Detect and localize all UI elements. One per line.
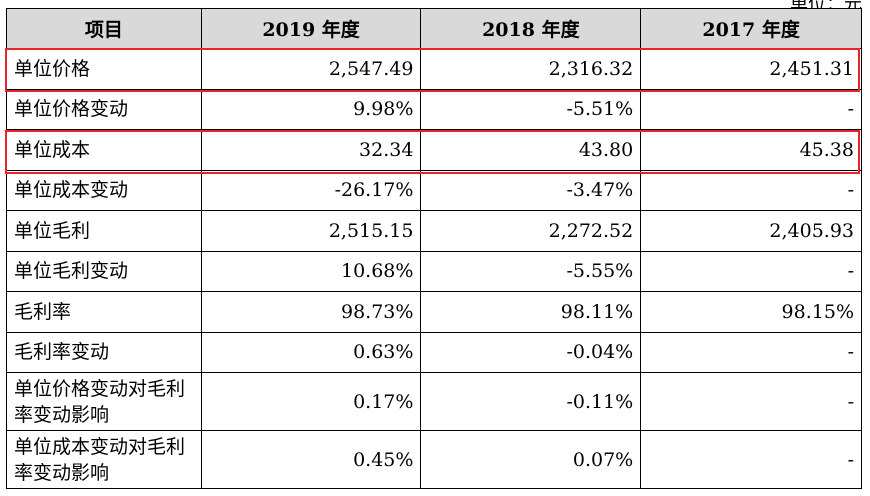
financial-table: 项目 2019 年度 2018 年度 2017 年度 单位价格 2,547.49…: [6, 8, 862, 489]
table-row: 单位成本 32.34 43.80 45.38: [6, 129, 862, 171]
cell-2018: -0.04%: [420, 331, 642, 373]
cell-2017: 2,405.93: [640, 210, 862, 252]
cell-2019: 32.34: [200, 129, 422, 171]
row-label: 毛利率变动: [6, 331, 202, 373]
header-item: 项目: [6, 8, 202, 49]
table-row: 毛利率 98.73% 98.11% 98.15%: [6, 291, 862, 333]
row-label: 单位价格变动: [6, 88, 202, 130]
cell-2018: 0.07%: [420, 430, 642, 489]
cell-2019: 2,515.15: [200, 210, 422, 252]
table-row: 单位毛利 2,515.15 2,272.52 2,405.93: [6, 210, 862, 252]
cell-2018: -5.51%: [420, 88, 642, 130]
header-2019: 2019 年度: [200, 8, 422, 49]
cell-2019: 98.73%: [200, 291, 422, 333]
cell-2018: 98.11%: [420, 291, 642, 333]
cell-2017: 45.38: [640, 129, 862, 171]
cell-2018: 43.80: [420, 129, 642, 171]
row-label: 单位价格变动对毛利率变动影响: [6, 372, 202, 431]
cell-2017: -: [640, 331, 862, 373]
cell-2017: -: [640, 372, 862, 431]
table-row: 毛利率变动 0.63% -0.04% -: [6, 331, 862, 373]
cell-2018: -0.11%: [420, 372, 642, 431]
cell-2018: -3.47%: [420, 169, 642, 211]
table-header-row: 项目 2019 年度 2018 年度 2017 年度: [6, 8, 862, 49]
cell-2018: 2,272.52: [420, 210, 642, 252]
row-label: 单位成本变动: [6, 169, 202, 211]
table-row: 单位成本变动对毛利率变动影响 0.45% 0.07% -: [6, 430, 862, 489]
cell-2017: -: [640, 88, 862, 130]
table-row: 单位成本变动 -26.17% -3.47% -: [6, 169, 862, 211]
cell-2017: 98.15%: [640, 291, 862, 333]
cell-2019: 0.45%: [200, 430, 422, 489]
row-label: 单位成本变动对毛利率变动影响: [6, 430, 202, 489]
cell-2018: -5.55%: [420, 250, 642, 292]
row-label: 单位毛利变动: [6, 250, 202, 292]
table-row: 单位价格变动 9.98% -5.51% -: [6, 88, 862, 130]
header-2018: 2018 年度: [420, 8, 642, 49]
header-2017: 2017 年度: [640, 8, 862, 49]
cell-2017: -: [640, 250, 862, 292]
row-label: 单位成本: [6, 129, 202, 171]
table-row: 单位价格 2,547.49 2,316.32 2,451.31: [6, 48, 862, 90]
cell-2019: 2,547.49: [200, 48, 422, 90]
cell-2017: -: [640, 169, 862, 211]
cell-2018: 2,316.32: [420, 48, 642, 90]
row-label: 单位毛利: [6, 210, 202, 252]
cell-2017: -: [640, 430, 862, 489]
row-label: 毛利率: [6, 291, 202, 333]
cell-2019: -26.17%: [200, 169, 422, 211]
cell-2019: 10.68%: [200, 250, 422, 292]
cell-2017: 2,451.31: [640, 48, 862, 90]
cell-2019: 0.17%: [200, 372, 422, 431]
table-row: 单位毛利变动 10.68% -5.55% -: [6, 250, 862, 292]
cell-2019: 9.98%: [200, 88, 422, 130]
cell-2019: 0.63%: [200, 331, 422, 373]
row-label: 单位价格: [6, 48, 202, 90]
table-row: 单位价格变动对毛利率变动影响 0.17% -0.11% -: [6, 372, 862, 431]
